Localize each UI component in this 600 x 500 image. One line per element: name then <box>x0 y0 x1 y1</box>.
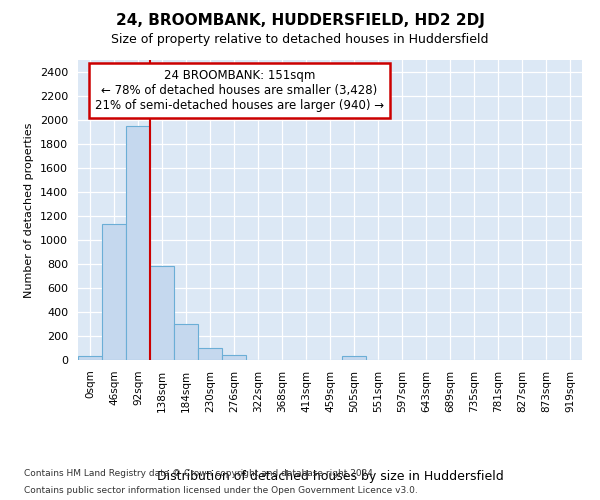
Bar <box>222 354 246 360</box>
Y-axis label: Number of detached properties: Number of detached properties <box>25 122 34 298</box>
Bar <box>342 356 366 360</box>
Text: Size of property relative to detached houses in Huddersfield: Size of property relative to detached ho… <box>111 32 489 46</box>
X-axis label: Distribution of detached houses by size in Huddersfield: Distribution of detached houses by size … <box>157 470 503 483</box>
Text: Contains HM Land Registry data © Crown copyright and database right 2024.: Contains HM Land Registry data © Crown c… <box>24 468 376 477</box>
Bar <box>174 324 198 360</box>
Bar <box>126 126 150 360</box>
Bar <box>78 356 102 360</box>
Bar <box>102 224 126 360</box>
Bar <box>198 348 222 360</box>
Text: Contains public sector information licensed under the Open Government Licence v3: Contains public sector information licen… <box>24 486 418 495</box>
Text: 24 BROOMBANK: 151sqm
← 78% of detached houses are smaller (3,428)
21% of semi-de: 24 BROOMBANK: 151sqm ← 78% of detached h… <box>95 69 384 112</box>
Bar <box>150 266 174 360</box>
Text: 24, BROOMBANK, HUDDERSFIELD, HD2 2DJ: 24, BROOMBANK, HUDDERSFIELD, HD2 2DJ <box>116 12 484 28</box>
